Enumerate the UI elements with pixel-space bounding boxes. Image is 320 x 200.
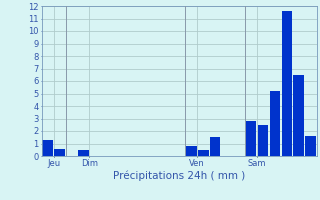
Bar	[282, 11, 292, 156]
Bar	[305, 136, 316, 156]
Bar	[54, 148, 65, 156]
Bar	[258, 125, 268, 156]
Bar	[246, 121, 256, 156]
Bar	[269, 91, 280, 156]
Bar	[186, 146, 196, 156]
Bar	[42, 140, 53, 156]
Bar	[293, 75, 304, 156]
Bar	[78, 150, 89, 156]
Bar	[210, 137, 220, 156]
Bar	[198, 150, 209, 156]
X-axis label: Précipitations 24h ( mm ): Précipitations 24h ( mm )	[113, 171, 245, 181]
